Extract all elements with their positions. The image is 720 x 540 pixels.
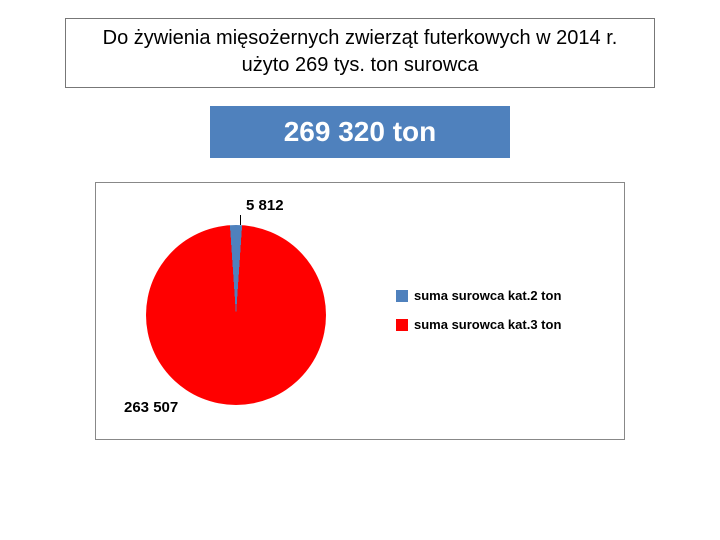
legend-label-1: suma surowca kat.3 ton <box>414 317 561 332</box>
slice-label-1: 263 507 <box>124 399 178 416</box>
leader-line <box>240 215 241 225</box>
pie-chart-container: 5 812 263 507 suma surowca kat.2 ton sum… <box>95 182 625 440</box>
legend-label-0: suma surowca kat.2 ton <box>414 288 561 303</box>
slice-label-0: 5 812 <box>246 197 284 214</box>
legend-swatch-0 <box>396 290 408 302</box>
pie-chart <box>146 225 326 405</box>
title-line-2: użyto 269 tys. ton surowca <box>76 52 644 79</box>
legend-swatch-1 <box>396 319 408 331</box>
title-box: Do żywienia mięsożernych zwierząt futerk… <box>65 18 655 88</box>
slide-root: Do żywienia mięsożernych zwierząt futerk… <box>0 0 720 540</box>
title-line-1: Do żywienia mięsożernych zwierząt futerk… <box>76 25 644 52</box>
legend-item-0: suma surowca kat.2 ton <box>396 288 614 303</box>
legend-item-1: suma surowca kat.3 ton <box>396 317 614 332</box>
legend: suma surowca kat.2 ton suma surowca kat.… <box>366 274 614 346</box>
pie-area: 5 812 263 507 <box>106 195 366 425</box>
total-value-box: 269 320 ton <box>210 106 510 158</box>
